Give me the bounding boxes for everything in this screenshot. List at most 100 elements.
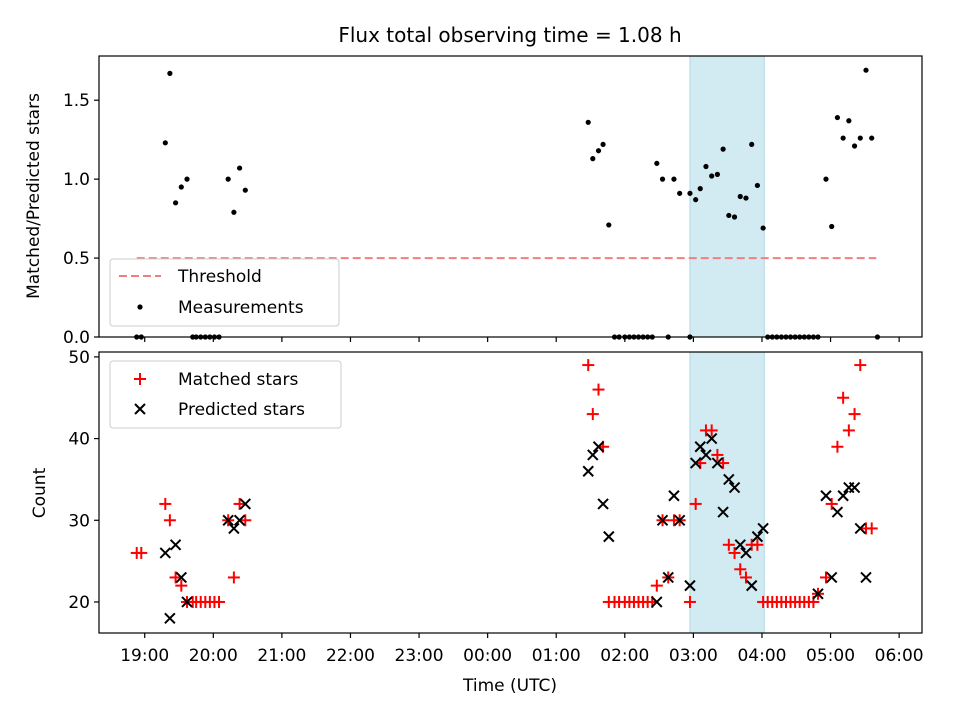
- measurement-point: [595, 148, 602, 154]
- bottom-highlight-span: [689, 351, 765, 634]
- measurement-point: [743, 195, 749, 201]
- measurement-point: [184, 176, 190, 182]
- predicted-star-point: [723, 473, 735, 486]
- measurement-point: [671, 176, 677, 182]
- predicted-star-point: [860, 571, 872, 584]
- measurement-point: [703, 163, 709, 170]
- predicted-star-point: [734, 539, 746, 551]
- matched-star-point: [848, 408, 861, 421]
- bottom-y-tick-label: 40: [68, 430, 90, 450]
- matched-star-point: [227, 571, 240, 584]
- measurement-point: [178, 184, 184, 190]
- predicted-star-point: [717, 506, 729, 518]
- matched-star-point: [582, 359, 595, 372]
- predicted-star-point: [705, 432, 718, 445]
- predicted-star-point: [164, 612, 176, 625]
- matched-star-point: [705, 424, 718, 437]
- bottom-axes-frame: [98, 351, 923, 634]
- top-legend-box: [109, 258, 340, 327]
- matched-star-point: [825, 497, 838, 510]
- matched-star-point: [722, 538, 735, 551]
- legend-measurements-swatch: [137, 304, 143, 310]
- x-tick-label: 00:00: [463, 646, 512, 666]
- measurement-point: [863, 67, 869, 73]
- top-y-tick-label: 0.5: [63, 249, 90, 269]
- figure-title: Flux total observing time = 1.08 h: [338, 23, 681, 47]
- predicted-star-point: [222, 514, 234, 526]
- measurement-point: [231, 209, 237, 215]
- predicted-star-points: [159, 432, 872, 625]
- predicted-star-point: [757, 522, 769, 535]
- predicted-star-point: [169, 539, 182, 551]
- predicted-star-point: [745, 579, 758, 592]
- measurement-point: [585, 119, 591, 125]
- x-tick-label: 21:00: [257, 646, 306, 666]
- x-tick-label: 01:00: [532, 646, 581, 666]
- matched-star-point: [592, 383, 605, 396]
- top-y-axis-label: Matched/Predicted stars: [24, 93, 44, 299]
- measurement-point: [714, 171, 720, 177]
- top-legend: Threshold Measurements: [109, 258, 340, 327]
- x-tick-label: 20:00: [189, 646, 238, 666]
- top-y-tick-label: 0.0: [63, 328, 90, 348]
- predicted-star-point: [848, 481, 861, 494]
- top-y-tick-label: 1.5: [63, 91, 90, 111]
- predicted-star-point: [820, 490, 832, 502]
- matched-star-point: [159, 497, 172, 510]
- predicted-star-point: [587, 449, 599, 461]
- measurement-point: [726, 212, 732, 219]
- matched-star-point: [169, 571, 182, 584]
- predicted-star-point: [854, 522, 866, 535]
- x-tick-label: 03:00: [669, 646, 718, 666]
- measurement-point: [172, 200, 179, 206]
- measurement-point: [709, 173, 715, 179]
- measurement-point: [242, 187, 248, 193]
- predicted-star-point: [689, 457, 702, 469]
- bottom-x-ticks: 19:00 20:00 21:00 22:00 23:00 00:00 01:00 02:00…: [120, 633, 924, 666]
- matched-star-point: [751, 538, 764, 551]
- predicted-star-point: [684, 579, 696, 592]
- measurement-point: [846, 118, 852, 124]
- legend-matched-label: Matched stars: [178, 370, 298, 390]
- matched-star-point: [233, 497, 246, 510]
- matched-star-point: [837, 391, 850, 404]
- bottom-y-axis-label: Count: [30, 467, 50, 518]
- predicted-star-point: [592, 441, 605, 453]
- predicted-star-point: [233, 514, 246, 526]
- bottom-legend: Matched stars Predicted stars: [109, 360, 342, 429]
- measurement-point: [869, 135, 875, 141]
- measurement-point: [590, 156, 596, 162]
- measurement-point: [687, 190, 693, 196]
- bottom-y-tick-label: 20: [68, 593, 90, 613]
- measurement-point: [162, 140, 168, 146]
- predicted-star-point: [239, 498, 252, 510]
- x-tick-label: 19:00: [120, 646, 169, 666]
- measurement-point: [606, 222, 612, 228]
- predicted-star-point: [673, 514, 686, 526]
- measurement-point: [840, 135, 846, 141]
- predicted-star-point: [228, 522, 240, 535]
- matched-star-point: [163, 514, 176, 527]
- matched-star-point: [854, 359, 867, 372]
- predicted-star-point: [825, 571, 838, 584]
- x-tick-label: 06:00: [875, 646, 924, 666]
- measurement-point: [693, 197, 699, 203]
- predicted-star-point: [728, 481, 741, 494]
- matched-star-point: [865, 522, 878, 535]
- matched-star-point: [728, 546, 741, 559]
- matched-star-point: [650, 579, 663, 592]
- x-tick-label: 04:00: [737, 646, 786, 666]
- predicted-star-point: [181, 596, 193, 608]
- matched-star-point: [683, 595, 696, 608]
- predicted-star-point: [651, 596, 663, 608]
- matched-star-point: [842, 424, 855, 437]
- matched-star-point: [831, 440, 844, 453]
- legend-matched-swatch: [134, 373, 146, 385]
- matched-star-point: [239, 514, 252, 527]
- legend-measurements-label: Measurements: [178, 298, 304, 318]
- measurement-point: [851, 143, 858, 149]
- matched-star-point: [586, 408, 599, 421]
- top-x-ticks: [144, 337, 900, 342]
- predicted-star-point: [582, 465, 594, 477]
